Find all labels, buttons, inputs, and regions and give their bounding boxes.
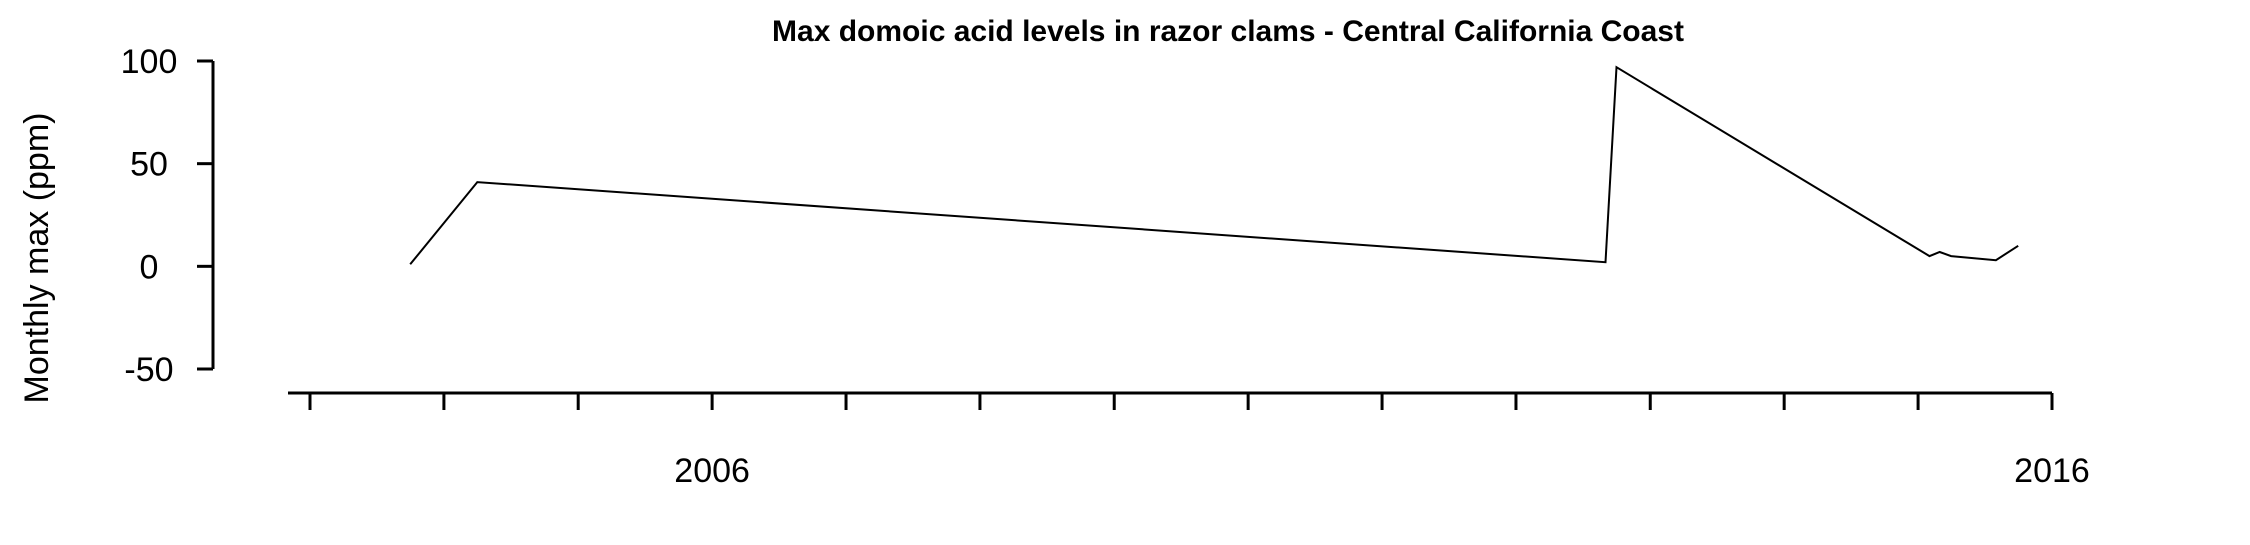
y-axis: 100 50 0 -50	[121, 43, 215, 389]
y-tick-label: 100	[121, 43, 178, 81]
y-tick-label: 50	[130, 146, 168, 184]
chart-title: Max domoic acid levels in razor clams - …	[772, 15, 1684, 48]
series-layer	[409, 65, 2019, 265]
x-axis: 2006 2016	[288, 391, 2090, 490]
x-tick-label: 2016	[2014, 452, 2090, 490]
y-axis-label: Monthly max (ppm)	[18, 113, 56, 404]
y-tick-label: 0	[140, 248, 159, 286]
series-line	[409, 65, 2019, 265]
x-tick-label: 2006	[674, 452, 750, 490]
y-tick-label: -50	[124, 351, 173, 389]
